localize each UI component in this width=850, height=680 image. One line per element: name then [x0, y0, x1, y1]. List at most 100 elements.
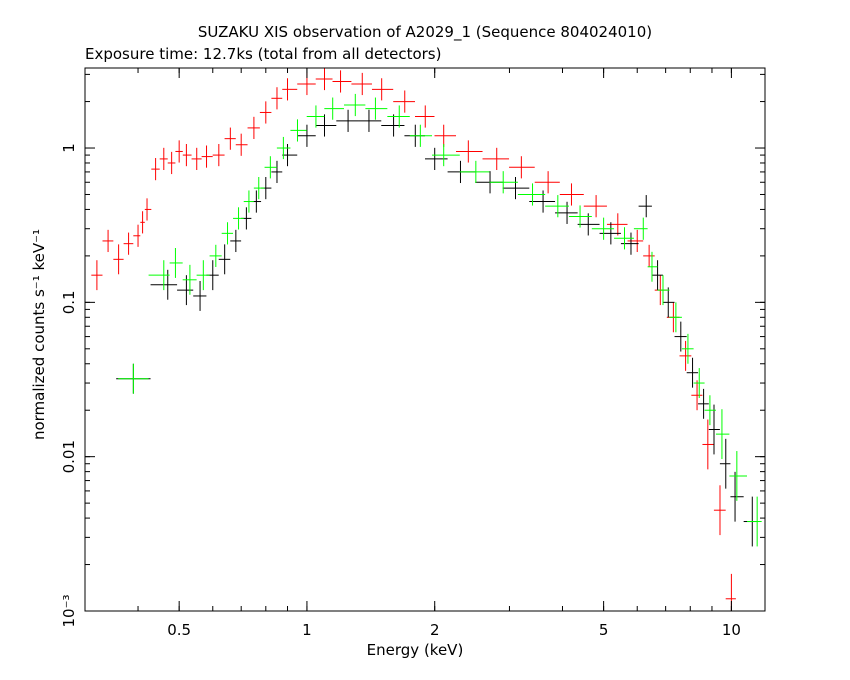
data-point-black-12: [297, 124, 316, 147]
data-point-red-5: [140, 211, 145, 234]
data-point-green-25: [591, 217, 615, 240]
data-point-red-20: [282, 78, 298, 101]
y-tick-label-2: 0.1: [60, 290, 78, 314]
series-green: [118, 93, 762, 547]
data-point-black-21: [502, 176, 530, 200]
data-point-green-27: [633, 217, 648, 240]
data-point-red-30: [482, 147, 510, 171]
data-point-black-26: [620, 232, 639, 255]
data-point-red-40: [679, 340, 692, 371]
data-point-red-44: [725, 573, 736, 611]
data-point-black-16: [381, 114, 405, 137]
data-point-black-32: [698, 388, 709, 419]
data-point-black-14: [336, 109, 359, 132]
data-point-green-16: [365, 97, 388, 120]
data-point-green-15: [344, 93, 366, 117]
major-ticks: [85, 68, 765, 612]
data-point-red-25: [371, 78, 394, 101]
data-point-red-33: [559, 183, 584, 206]
chart-subtitle: Exposure time: 12.7ks (total from all de…: [85, 45, 442, 63]
data-point-black-27: [638, 195, 652, 218]
data-point-red-19: [271, 87, 283, 110]
data-point-red-4: [133, 224, 141, 247]
data-point-green-8: [243, 190, 254, 213]
data-point-red-15: [224, 127, 236, 150]
data-point-black-15: [358, 109, 382, 132]
data-point-green-31: [681, 333, 694, 364]
data-point-red-43: [713, 485, 726, 536]
data-point-red-28: [434, 124, 457, 147]
data-point-green-7: [233, 207, 244, 230]
data-point-green-28: [647, 251, 658, 282]
data-point-green-5: [209, 244, 222, 267]
data-point-red-32: [534, 171, 560, 194]
data-point-black-25: [599, 222, 621, 245]
data-point-green-4: [196, 260, 210, 291]
data-point-black-5: [218, 244, 231, 275]
data-point-green-19: [432, 143, 460, 167]
data-point-red-42: [702, 419, 714, 470]
data-point-red-3: [123, 232, 134, 255]
data-point-red-8: [159, 147, 168, 171]
data-point-green-20: [459, 160, 490, 184]
y-axis-label: normalized counts s⁻¹ keV⁻¹: [30, 229, 48, 440]
data-point-black-28: [651, 260, 663, 291]
data-point-black-22: [529, 190, 556, 213]
x-axis-label: Energy (keV): [367, 641, 464, 659]
data-point-green-34: [715, 409, 730, 460]
data-point-green-6: [221, 222, 234, 245]
data-point-black-29: [662, 287, 675, 318]
data-point-red-12: [191, 147, 202, 171]
data-point-red-2: [113, 244, 124, 275]
x-tick-label-2: 2: [430, 621, 440, 639]
x-tick-label-4: 10: [722, 621, 741, 639]
data-point-green-17: [387, 105, 410, 128]
data-point-green-9: [253, 176, 265, 200]
chart-title: SUZAKU XIS observation of A2029_1 (Seque…: [197, 23, 653, 41]
data-point-red-34: [583, 195, 607, 218]
data-point-red-11: [182, 143, 192, 167]
y-tick-label-3: 1: [60, 143, 78, 153]
data-point-green-2: [169, 247, 183, 278]
data-point-green-18: [409, 124, 433, 147]
data-point-green-35: [729, 451, 747, 501]
data-point-red-9: [167, 151, 176, 175]
series-red: [91, 68, 736, 611]
data-point-green-29: [657, 275, 670, 306]
x-tick-label-0: 0.5: [167, 621, 191, 639]
data-point-red-24: [351, 72, 372, 96]
data-point-green-21: [489, 171, 518, 194]
x-tick-label-3: 5: [599, 621, 609, 639]
plot-frame: [84, 67, 766, 612]
data-point-black-6: [230, 229, 242, 253]
data-point-red-37: [643, 244, 655, 267]
data-point-red-36: [627, 229, 644, 253]
data-point-black-10: [271, 160, 283, 184]
data-point-black-11: [282, 143, 298, 167]
data-point-red-27: [415, 105, 435, 128]
data-point-green-24: [568, 205, 592, 228]
data-point-green-14: [324, 97, 345, 120]
data-point-black-13: [315, 114, 337, 137]
data-point-green-12: [290, 119, 307, 142]
data-point-black-30: [674, 321, 687, 352]
data-point-green-26: [614, 227, 634, 250]
data-point-green-3: [182, 264, 197, 295]
data-point-black-3: [193, 281, 207, 311]
data-point-black-34: [719, 438, 731, 489]
series-black: [116, 109, 757, 547]
data-point-red-29: [456, 140, 483, 163]
data-point-green-10: [264, 156, 277, 179]
data-point-green-13: [306, 105, 325, 128]
data-point-red-16: [235, 133, 248, 156]
data-point-green-32: [693, 368, 705, 398]
data-point-red-18: [259, 101, 272, 124]
y-tick-label-0: 10⁻³: [60, 594, 78, 627]
data-point-red-0: [91, 260, 103, 291]
data-point-green-11: [276, 136, 291, 160]
data-point-red-7: [151, 158, 160, 181]
data-point-green-22: [517, 183, 546, 206]
x-tick-label-1: 1: [302, 621, 312, 639]
